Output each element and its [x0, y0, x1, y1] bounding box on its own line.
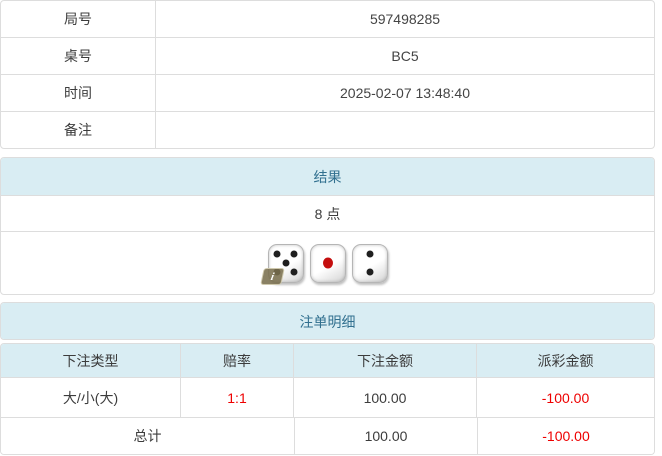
bets-heading-panel: 注单明细: [0, 302, 655, 340]
table-row: 备注: [1, 112, 654, 148]
result-panel: 结果 8 点 i: [0, 157, 655, 295]
die-pip: [290, 250, 298, 258]
col-odds: 赔率: [181, 344, 294, 377]
info-icon[interactable]: i: [259, 267, 285, 285]
round-id-value: 597498285: [369, 11, 441, 27]
die-pip: [366, 268, 373, 276]
die-2: [309, 243, 346, 283]
die-1: i: [259, 243, 304, 285]
die-pip: [290, 268, 298, 276]
table-row: 局号 597498285: [1, 1, 654, 38]
result-heading: 结果: [1, 158, 654, 196]
result-points: 8 点: [1, 196, 654, 232]
bet-amount: 100.00: [294, 378, 477, 417]
round-id-label: 局号: [1, 1, 156, 37]
bet-row: 大/小(大) 1:1 100.00 -100.00: [1, 378, 654, 418]
total-row: 总计 100.00 -100.00: [1, 418, 654, 454]
col-bet-amount: 下注金额: [294, 344, 477, 377]
total-label: 总计: [1, 418, 295, 454]
remark-value: [156, 112, 654, 148]
col-payout-amount: 派彩金额: [537, 352, 594, 369]
bet-type: 大/小(大): [1, 378, 181, 417]
table-id-label: 桌号: [1, 38, 156, 74]
die-pip: [273, 250, 281, 258]
table-row: 时间 2025-02-07 13:48:40: [1, 75, 654, 112]
table-id-value: BC5: [391, 48, 419, 64]
bet-odds: 1:1: [181, 378, 294, 417]
remark-label: 备注: [1, 112, 156, 148]
col-bet-type: 下注类型: [1, 344, 181, 377]
time-value: 2025-02-07 13:48:40: [340, 85, 470, 101]
bets-header-row: 下注类型 赔率 下注金额 派彩金额: [1, 344, 654, 378]
die-pip: [366, 250, 373, 258]
dice-row: i: [1, 232, 654, 294]
die-3: [351, 243, 388, 283]
die-pip: [282, 259, 289, 267]
time-label: 时间: [1, 75, 156, 111]
total-bet-amount: 100.00: [295, 418, 478, 454]
bet-payout: -100.00: [541, 389, 590, 406]
bets-table: 下注类型 赔率 下注金额 派彩金额 大/小(大) 1:1 100.00 -100…: [0, 343, 655, 455]
bets-heading: 注单明细: [1, 303, 654, 339]
game-info-table: 局号 597498285 桌号 BC5 时间 2025-02-07 13:48:…: [0, 0, 655, 149]
total-payout-amount: -100.00: [542, 428, 590, 444]
table-row: 桌号 BC5: [1, 38, 654, 75]
die-pip: [322, 257, 333, 269]
